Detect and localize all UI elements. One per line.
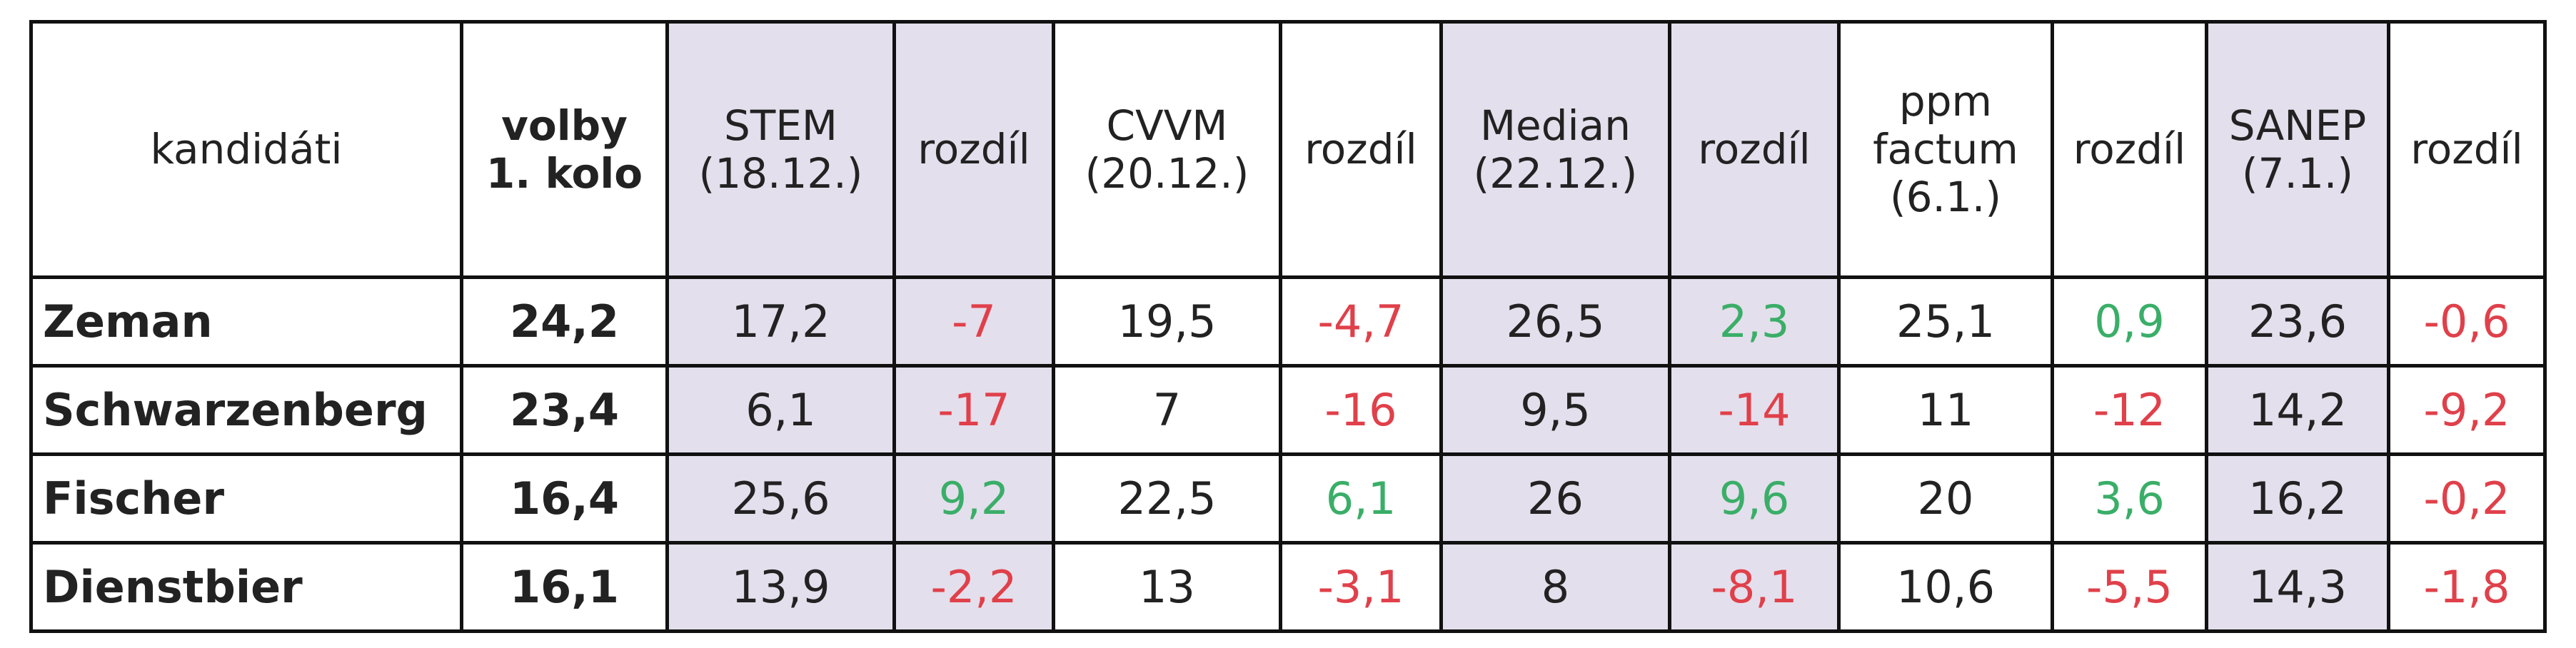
header-text: volby — [501, 101, 628, 150]
value-cell: 23,6 — [2205, 275, 2390, 368]
header-text: rozdíl — [2410, 125, 2523, 174]
header-text: rozdíl — [917, 125, 1030, 174]
difference-cell: -9,2 — [2387, 364, 2547, 456]
value-cell: 19,5 — [1052, 275, 1282, 368]
difference-cell: -0,6 — [2387, 275, 2547, 368]
header-text: (20.12.) — [1085, 148, 1249, 198]
header-text: (22.12.) — [1473, 148, 1638, 198]
difference-cell: -8,1 — [1668, 541, 1841, 633]
difference-cell: -4,7 — [1279, 275, 1443, 368]
value-cell: 17,2 — [665, 275, 896, 368]
difference-cell: -3,1 — [1279, 541, 1443, 633]
header-text: ppm — [1898, 77, 1993, 126]
header-text: Median — [1480, 101, 1631, 150]
header-cell: kandidáti — [29, 20, 463, 279]
difference-cell: -16 — [1279, 364, 1443, 456]
value-cell: 6,1 — [665, 364, 896, 456]
difference-cell: 9,2 — [892, 452, 1055, 545]
header-text: rozdíl — [1698, 125, 1811, 174]
value-cell: 23,4 — [460, 364, 669, 456]
value-cell: 14,3 — [2205, 541, 2390, 633]
value-cell: 8 — [1439, 541, 1671, 633]
value-cell: 7 — [1052, 364, 1282, 456]
header-text: (18.12.) — [698, 148, 863, 198]
header-cell: rozdíl — [1668, 20, 1841, 279]
value-cell: 25,6 — [665, 452, 896, 545]
difference-cell: 2,3 — [1668, 275, 1841, 368]
value-cell: 13,9 — [665, 541, 896, 633]
table-body: kandidáti volby 1. kolo STEM (18.12.) rozdíl C… — [29, 20, 2547, 633]
data-row: Fischer 16,4 25,6 9,2 22,5 6,1 26 9,6 20 3,6 16,2-… — [29, 452, 2547, 545]
header-cell: rozdíl — [2051, 20, 2208, 279]
header-text: rozdíl — [2073, 125, 2186, 174]
header-cell: CVVM (20.12.) — [1052, 20, 1282, 279]
header-cell: SANEP (7.1.) — [2205, 20, 2390, 279]
difference-cell: -1,8 — [2387, 541, 2547, 633]
header-text: SANEP — [2228, 101, 2367, 150]
value-cell: 13 — [1052, 541, 1282, 633]
header-cell: Median (22.12.) — [1439, 20, 1671, 279]
data-row: Zeman 24,2 17,2 -7 19,5 -4,7 26,5 2,3 25,1 0,9 23,… — [29, 275, 2547, 368]
candidate-name: Dienstbier — [29, 541, 463, 633]
header-text: (6.1.) — [1890, 172, 2001, 221]
difference-cell: 6,1 — [1279, 452, 1443, 545]
difference-cell: -17 — [892, 364, 1055, 456]
candidate-name: Fischer — [29, 452, 463, 545]
header-text: factum — [1873, 125, 2018, 174]
value-cell: 16,1 — [460, 541, 669, 633]
header-text: CVVM — [1106, 101, 1228, 150]
header-cell: STEM (18.12.) — [665, 20, 896, 279]
value-cell: 16,4 — [460, 452, 669, 545]
value-cell: 26,5 — [1439, 275, 1671, 368]
difference-cell: 0,9 — [2051, 275, 2208, 368]
header-cell: ppm factum (6.1.) — [1837, 20, 2054, 279]
header-text: kandidáti — [150, 125, 343, 174]
value-cell: 20 — [1837, 452, 2054, 545]
difference-cell: -0,2 — [2387, 452, 2547, 545]
header-cell: volby 1. kolo — [460, 20, 669, 279]
candidate-name: Schwarzenberg — [29, 364, 463, 456]
value-cell: 9,5 — [1439, 364, 1671, 456]
value-cell: 16,2 — [2205, 452, 2390, 545]
difference-cell: 9,6 — [1668, 452, 1841, 545]
header-cell: rozdíl — [892, 20, 1055, 279]
data-row: Dienstbier 16,1 13,9 -2,2 13 -3,1 8 -8,1 10,6 -5,… — [29, 541, 2547, 633]
value-cell: 25,1 — [1837, 275, 2054, 368]
value-cell: 24,2 — [460, 275, 669, 368]
header-text: (7.1.) — [2242, 148, 2353, 198]
candidate-name: Zeman — [29, 275, 463, 368]
difference-cell: -7 — [892, 275, 1055, 368]
poll-table: kandidáti volby 1. kolo STEM (18.12.) rozdíl C… — [29, 20, 2547, 633]
difference-cell: -5,5 — [2051, 541, 2208, 633]
header-cell: rozdíl — [2387, 20, 2547, 279]
difference-cell: -12 — [2051, 364, 2208, 456]
header-text: rozdíl — [1304, 125, 1417, 174]
header-text: 1. kolo — [485, 148, 643, 198]
header-cell: rozdíl — [1279, 20, 1443, 279]
value-cell: 14,2 — [2205, 364, 2390, 456]
value-cell: 26 — [1439, 452, 1671, 545]
difference-cell: 3,6 — [2051, 452, 2208, 545]
value-cell: 11 — [1837, 364, 2054, 456]
difference-cell: -14 — [1668, 364, 1841, 456]
value-cell: 10,6 — [1837, 541, 2054, 633]
difference-cell: -2,2 — [892, 541, 1055, 633]
header-text: STEM — [724, 101, 837, 150]
data-row: Schwarzenberg 23,4 6,1 -17 7 -16 9,5 -14 11 -12 14… — [29, 364, 2547, 456]
value-cell: 22,5 — [1052, 452, 1282, 545]
header-row: kandidáti volby 1. kolo STEM (18.12.) rozdíl C… — [29, 20, 2547, 279]
